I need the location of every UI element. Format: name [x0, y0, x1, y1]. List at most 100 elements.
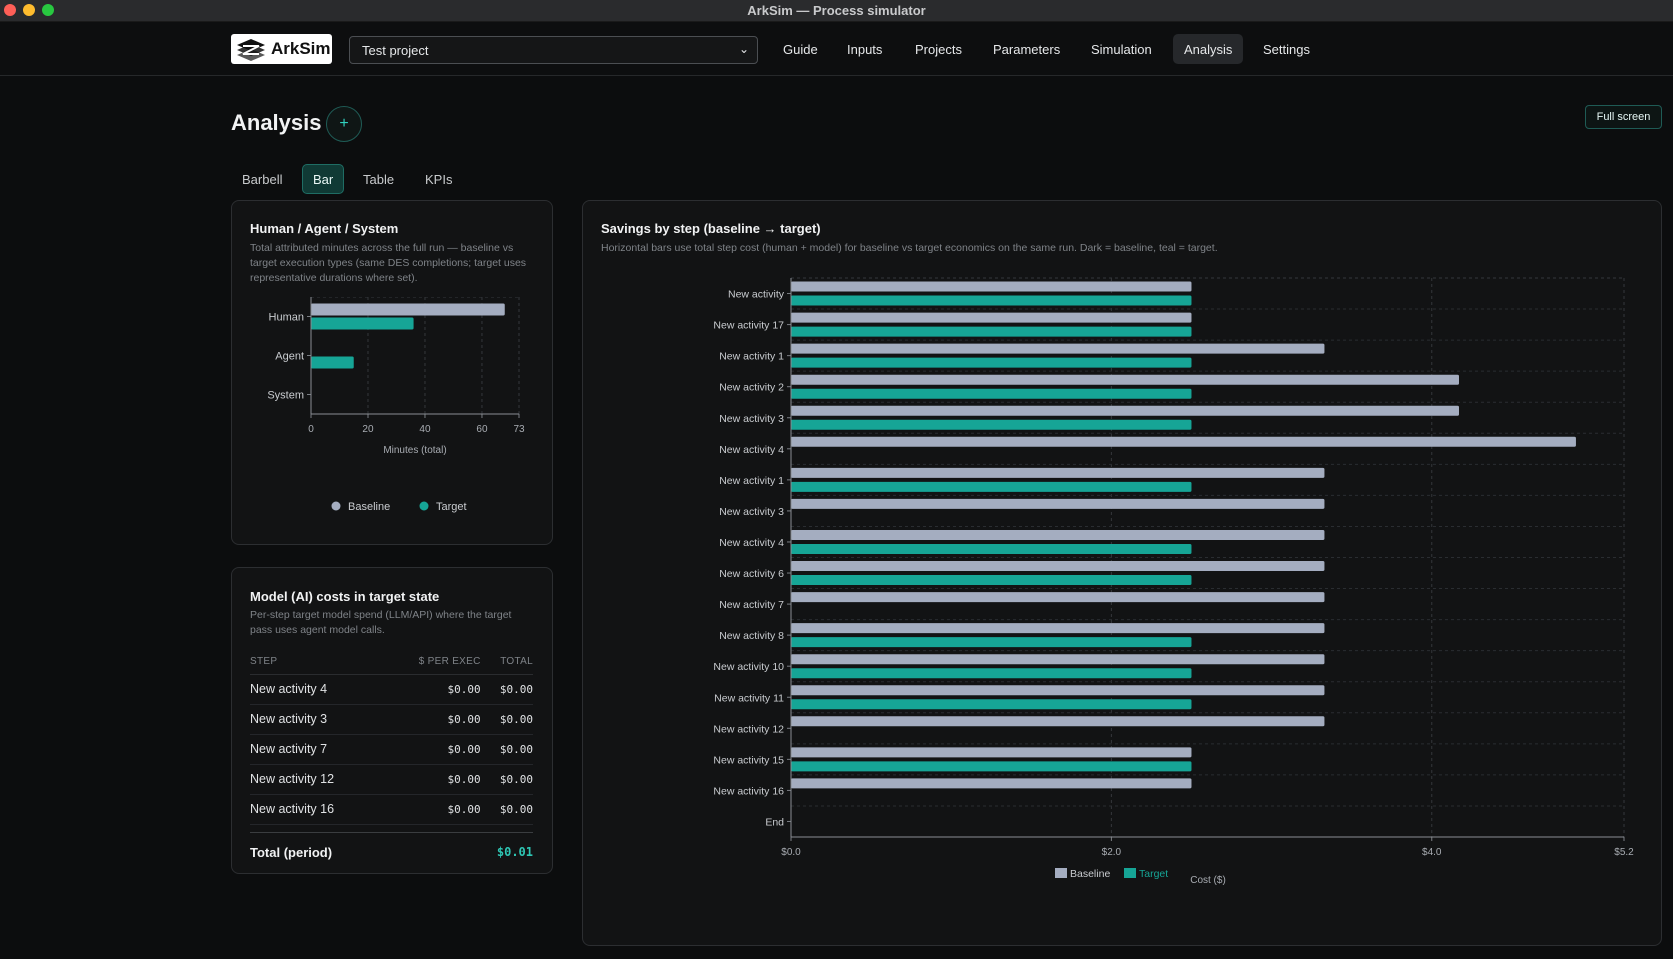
column-header-step: STEP — [250, 650, 383, 675]
row-total: $0.00 — [480, 794, 533, 825]
table-row: New activity 12 $0.00 $0.00 — [250, 764, 533, 795]
legend-swatch-baseline — [331, 501, 341, 511]
bar-baseline — [791, 436, 1576, 447]
y-category-label: New activity — [728, 289, 785, 301]
x-tick-label: $2.0 — [1102, 847, 1122, 858]
bar-target — [791, 419, 1192, 430]
row-total: $0.00 — [480, 674, 533, 705]
y-category-label: New activity 10 — [713, 661, 784, 673]
bar-target — [791, 637, 1192, 648]
project-select[interactable]: Test project ⌄ — [349, 36, 758, 64]
brand-logo[interactable]: ArkSim — [231, 34, 332, 64]
x-tick-label: 0 — [308, 424, 314, 435]
bar-baseline — [791, 312, 1192, 323]
tab-barbell[interactable]: Barbell — [242, 171, 283, 187]
bar-baseline — [791, 592, 1325, 603]
window-title: ArkSim — Process simulator — [747, 3, 926, 18]
column-header-per-exec: $ PER EXEC — [382, 650, 481, 675]
bar-target — [311, 356, 354, 369]
nav-analysis[interactable]: Analysis — [1173, 34, 1244, 64]
project-select-value: Test project — [362, 43, 429, 58]
bar-baseline — [791, 281, 1192, 292]
nav-inputs[interactable]: Inputs — [847, 41, 883, 57]
bar-target — [791, 543, 1192, 554]
row-step: New activity 7 — [250, 734, 383, 765]
y-category-label: New activity 6 — [719, 568, 784, 580]
nav-guide[interactable]: Guide — [783, 41, 818, 57]
y-category-label: New activity 4 — [719, 537, 784, 549]
tab-bar[interactable]: Bar — [302, 164, 345, 194]
y-category-label: New activity 4 — [719, 444, 784, 456]
y-category-label: New activity 1 — [719, 351, 784, 363]
nav-simulation[interactable]: Simulation — [1091, 41, 1152, 57]
bar-baseline — [791, 374, 1460, 385]
tab-kpis[interactable]: KPIs — [425, 171, 453, 187]
bar-target — [311, 317, 414, 330]
row-per-exec: $0.00 — [382, 704, 481, 735]
y-category-label: New activity 2 — [719, 382, 784, 394]
row-step: New activity 12 — [250, 764, 383, 795]
nav-settings[interactable]: Settings — [1263, 41, 1310, 57]
y-category-label: System — [267, 390, 304, 402]
table-row: New activity 7 $0.00 $0.00 — [250, 734, 533, 765]
page-title: Analysis — [231, 110, 322, 135]
maximize-window-button[interactable] — [42, 4, 54, 16]
x-tick-label: 60 — [476, 424, 488, 435]
y-category-label: New activity 7 — [719, 599, 784, 611]
bar-target — [791, 295, 1192, 306]
row-total: $0.00 — [480, 764, 533, 795]
full-screen-button[interactable]: Full screen — [1585, 105, 1662, 129]
model-costs-card: Model (AI) costs in target state Per-ste… — [231, 567, 553, 874]
table-row: New activity 3 $0.00 $0.00 — [250, 704, 533, 735]
x-tick-label: $5.2 — [1614, 847, 1634, 858]
bar-baseline — [791, 405, 1460, 416]
row-step: New activity 3 — [250, 704, 383, 735]
x-tick-label: $4.0 — [1422, 847, 1442, 858]
x-axis-title: Minutes (total) — [383, 445, 446, 456]
has-card-title: Human / Agent / System — [250, 221, 399, 236]
legend-swatch-target — [1124, 868, 1136, 878]
row-per-exec: $0.00 — [382, 764, 481, 795]
y-category-label: New activity 1 — [719, 475, 784, 487]
add-analysis-button[interactable]: + — [326, 106, 362, 142]
total-period-label: Total (period) — [250, 845, 333, 860]
legend-label-baseline: Baseline — [348, 501, 390, 513]
y-category-label: New activity 11 — [714, 692, 784, 704]
row-per-exec: $0.00 — [382, 734, 481, 765]
bar-baseline — [791, 561, 1325, 572]
x-axis-title: Cost ($) — [1190, 875, 1226, 886]
table-row: New activity 4 $0.00 $0.00 — [250, 674, 533, 705]
model-costs-table: STEP $ PER EXEC TOTAL New activity 4 $0.… — [250, 650, 533, 825]
y-category-label: New activity 17 — [713, 320, 784, 332]
x-tick-label: 20 — [362, 424, 374, 435]
bar-target — [791, 357, 1192, 368]
minimize-window-button[interactable] — [23, 4, 35, 16]
bar-baseline — [791, 467, 1325, 478]
nav-parameters[interactable]: Parameters — [993, 41, 1061, 57]
y-category-label: New activity 16 — [713, 785, 784, 797]
savings-card-description: Horizontal bars use total step cost (hum… — [601, 242, 1218, 254]
y-category-label: New activity 8 — [719, 630, 784, 642]
x-tick-label: 40 — [419, 424, 431, 435]
row-per-exec: $0.00 — [382, 794, 481, 825]
y-category-label: New activity 3 — [719, 506, 784, 518]
row-total: $0.00 — [480, 704, 533, 735]
y-category-label: New activity 12 — [713, 723, 784, 735]
chevron-down-icon: ⌄ — [738, 42, 749, 56]
nav-projects[interactable]: Projects — [915, 41, 962, 57]
model-costs-title: Model (AI) costs in target state — [250, 589, 440, 604]
tab-table[interactable]: Table — [363, 171, 395, 187]
y-category-label: End — [765, 816, 784, 828]
x-tick-label: 73 — [513, 424, 525, 435]
total-period-value: $0.01 — [496, 845, 533, 859]
bar-baseline — [791, 778, 1192, 789]
legend-label-baseline: Baseline — [1070, 868, 1110, 880]
y-category-label: Agent — [275, 351, 304, 363]
bar-target — [791, 326, 1192, 337]
column-header-total: TOTAL — [480, 650, 533, 675]
bar-baseline — [791, 654, 1325, 665]
has-card-description: Total attributed minutes across the full… — [250, 242, 527, 284]
savings-by-step-card: Savings by step (baseline → target) Hori… — [582, 200, 1662, 946]
close-window-button[interactable] — [4, 4, 16, 16]
row-per-exec: $0.00 — [382, 674, 481, 705]
